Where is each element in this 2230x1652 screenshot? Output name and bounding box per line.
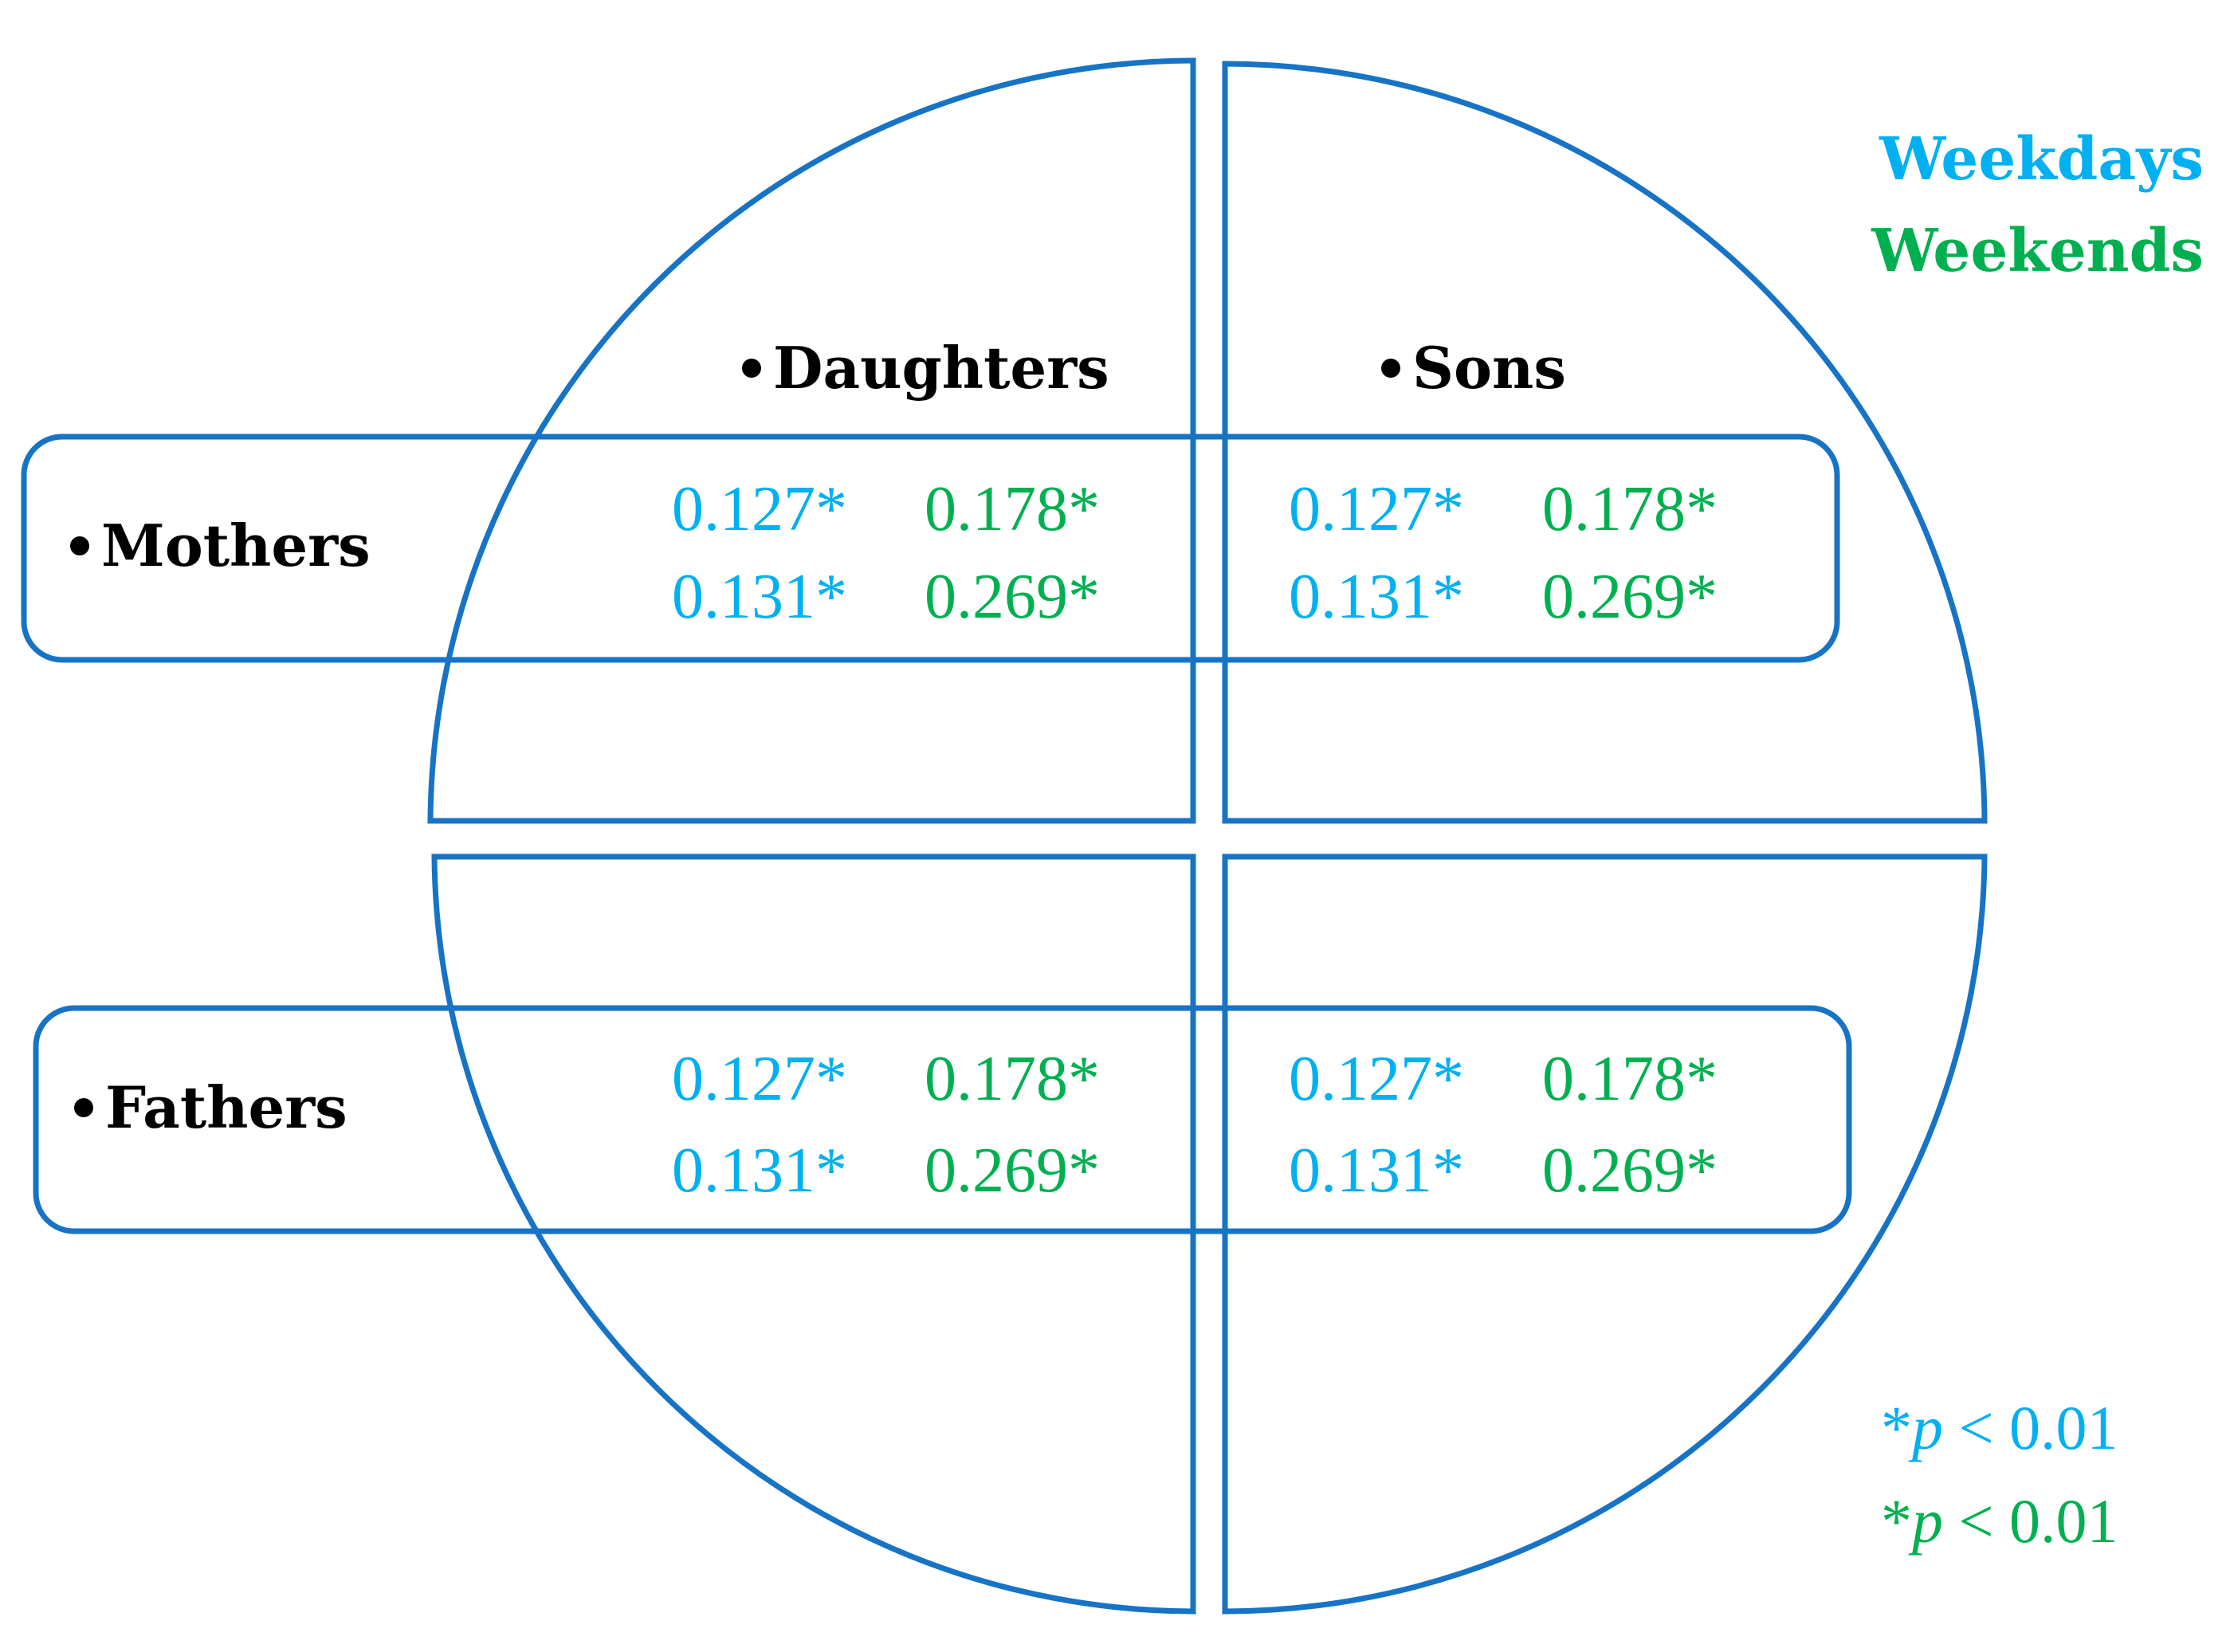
legend-weekdays: Weekdays bbox=[1879, 125, 2204, 194]
quadrant-bottom-left bbox=[431, 853, 1196, 1615]
circle-quadrants bbox=[427, 57, 1988, 1615]
row-label-fathers: Fathers bbox=[105, 1073, 347, 1141]
value-weekdays-2: 0.131* bbox=[672, 1136, 847, 1206]
value-weekdays-2: 0.131* bbox=[1289, 562, 1464, 632]
fathers-row-box bbox=[33, 1005, 1852, 1234]
cell-mothers-sons: 0.127* 0.131* 0.178* 0.269* bbox=[1289, 474, 1718, 632]
value-weekends-1: 0.178* bbox=[925, 1044, 1100, 1114]
quadrant-top-left bbox=[427, 57, 1196, 824]
significance-star: * bbox=[1881, 1486, 1912, 1556]
value-weekends-1: 0.178* bbox=[1542, 1044, 1718, 1114]
value-weekends-2: 0.269* bbox=[1542, 562, 1718, 632]
significance-p: p bbox=[1908, 1393, 1943, 1462]
significance-weekdays: *p < 0.01 bbox=[1881, 1393, 2118, 1462]
mothers-row-box bbox=[21, 434, 1840, 663]
significance-star: * bbox=[1881, 1393, 1912, 1462]
bullet-sons bbox=[1381, 359, 1400, 378]
value-weekdays-1: 0.127* bbox=[672, 1044, 847, 1114]
significance-p: p bbox=[1908, 1486, 1943, 1556]
quadrant-bottom-right bbox=[1222, 853, 1988, 1615]
significance-threshold: < 0.01 bbox=[1943, 1486, 2118, 1556]
value-weekdays-1: 0.127* bbox=[672, 474, 847, 544]
cell-fathers-sons: 0.127* 0.131* 0.178* 0.269* bbox=[1289, 1044, 1718, 1206]
value-weekends-2: 0.269* bbox=[925, 1136, 1100, 1206]
bullet-mothers bbox=[70, 536, 89, 555]
value-weekends-1: 0.178* bbox=[925, 474, 1100, 544]
significance-threshold: < 0.01 bbox=[1943, 1393, 2118, 1462]
value-weekends-2: 0.269* bbox=[925, 562, 1100, 632]
quadrant-top-right bbox=[1222, 61, 1988, 824]
column-label-daughters: Daughters bbox=[773, 334, 1109, 402]
legend-weekends: Weekends bbox=[1871, 217, 2204, 285]
significance-weekends: *p < 0.01 bbox=[1881, 1486, 2118, 1556]
value-weekdays-1: 0.127* bbox=[1289, 1044, 1464, 1114]
value-weekends-2: 0.269* bbox=[1542, 1136, 1718, 1206]
row-boxes bbox=[21, 434, 1852, 1234]
value-weekends-1: 0.178* bbox=[1542, 474, 1718, 544]
cell-mothers-daughters: 0.127* 0.131* 0.178* 0.269* bbox=[672, 474, 1100, 632]
value-weekdays-2: 0.131* bbox=[672, 562, 847, 632]
row-label-mothers: Mothers bbox=[101, 512, 371, 579]
bullet-fathers bbox=[74, 1098, 93, 1117]
bullet-daughters bbox=[742, 359, 761, 378]
cell-fathers-daughters: 0.127* 0.131* 0.178* 0.269* bbox=[672, 1044, 1100, 1206]
value-weekdays-1: 0.127* bbox=[1289, 474, 1464, 544]
column-label-sons: Sons bbox=[1412, 334, 1566, 402]
value-weekdays-2: 0.131* bbox=[1289, 1136, 1464, 1206]
